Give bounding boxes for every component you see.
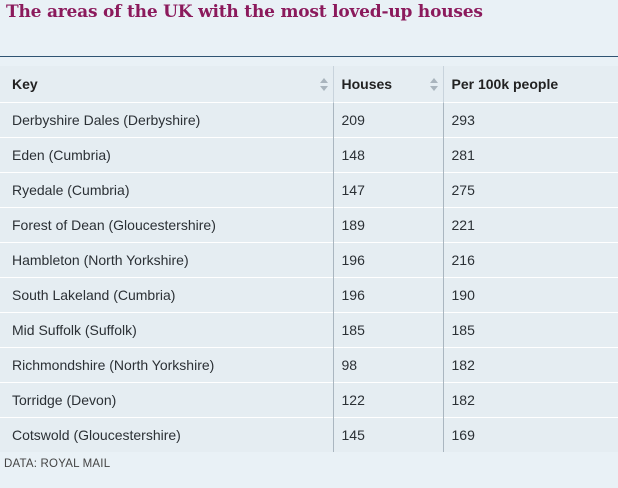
cell-houses: 196 — [332, 277, 443, 313]
table-row: Forest of Dean (Gloucestershire) 189 221 — [0, 207, 618, 243]
table-row: Ryedale (Cumbria) 147 275 — [0, 172, 618, 208]
cell-area: Hambleton (North Yorkshire) — [0, 242, 333, 278]
column-header-label: Key — [12, 76, 38, 92]
cell-area: Derbyshire Dales (Derbyshire) — [0, 102, 333, 138]
table-row: Mid Suffolk (Suffolk) 185 185 — [0, 312, 618, 348]
cell-houses: 145 — [332, 417, 443, 452]
source-note: DATA: ROYAL MAIL — [4, 458, 111, 470]
cell-houses: 189 — [332, 207, 443, 243]
table-row: Derbyshire Dales (Derbyshire) 209 293 — [0, 102, 618, 138]
cell-houses: 209 — [332, 102, 443, 138]
cell-per-100k: 185 — [442, 312, 618, 348]
cell-per-100k: 182 — [442, 347, 618, 383]
cell-per-100k: 190 — [442, 277, 618, 313]
cell-houses: 196 — [332, 242, 443, 278]
cell-per-100k: 293 — [442, 102, 618, 138]
cell-area: Torridge (Devon) — [0, 382, 333, 418]
cell-per-100k: 221 — [442, 207, 618, 243]
table-row: Hambleton (North Yorkshire) 196 216 — [0, 242, 618, 278]
table-header-row: Key Houses Per 100k people — [0, 66, 618, 103]
table-body: Derbyshire Dales (Derbyshire) 209 293 Eden … — [0, 102, 618, 452]
cell-per-100k: 169 — [442, 417, 618, 452]
cell-area: Eden (Cumbria) — [0, 137, 333, 173]
table-row: South Lakeland (Cumbria) 196 190 — [0, 277, 618, 313]
column-header-houses[interactable]: Houses — [332, 66, 443, 103]
chart-title: The areas of the UK with the most loved-… — [6, 2, 483, 22]
column-header-label: Per 100k people — [451, 76, 559, 92]
cell-area: Cotswold (Gloucestershire) — [0, 417, 333, 452]
cell-area: Richmondshire (North Yorkshire) — [0, 347, 333, 383]
table-row: Cotswold (Gloucestershire) 145 169 — [0, 417, 618, 452]
data-table: Key Houses Per 100k people Derbyshire Da… — [0, 66, 618, 452]
column-header-label: Houses — [341, 76, 393, 92]
cell-houses: 122 — [332, 382, 443, 418]
cell-area: Ryedale (Cumbria) — [0, 172, 333, 208]
cell-per-100k: 182 — [442, 382, 618, 418]
cell-area: Mid Suffolk (Suffolk) — [0, 312, 333, 348]
cell-houses: 98 — [332, 347, 443, 383]
table-row: Torridge (Devon) 122 182 — [0, 382, 618, 418]
sort-icon[interactable] — [319, 78, 328, 92]
cell-area: Forest of Dean (Gloucestershire) — [0, 207, 333, 243]
column-header-per-100k: Per 100k people — [442, 66, 618, 103]
table-row: Eden (Cumbria) 148 281 — [0, 137, 618, 173]
cell-per-100k: 216 — [442, 242, 618, 278]
cell-per-100k: 275 — [442, 172, 618, 208]
cell-houses: 148 — [332, 137, 443, 173]
cell-area: South Lakeland (Cumbria) — [0, 277, 333, 313]
cell-per-100k: 281 — [442, 137, 618, 173]
table-row: Richmondshire (North Yorkshire) 98 182 — [0, 347, 618, 383]
cell-houses: 147 — [332, 172, 443, 208]
cell-houses: 185 — [332, 312, 443, 348]
column-header-key[interactable]: Key — [0, 66, 333, 103]
sort-icon[interactable] — [429, 78, 438, 92]
title-divider — [0, 56, 618, 57]
